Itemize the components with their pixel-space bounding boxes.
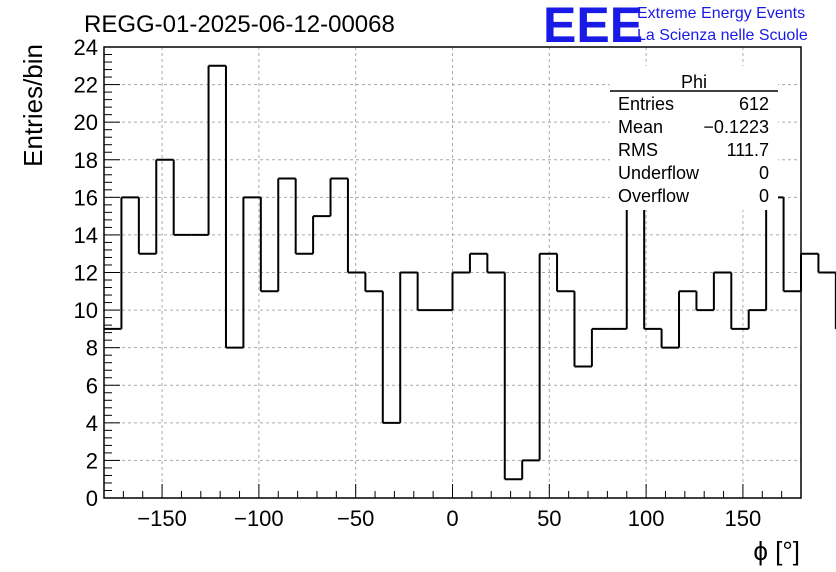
y-tick-label: 24 (74, 35, 98, 60)
y-tick-label: 8 (86, 336, 98, 361)
stats-box: Phi Entries 612 Mean −0.1223 RMS 111.7 Underfl… (610, 66, 778, 210)
stats-label: Mean (618, 117, 663, 137)
stats-value: 612 (739, 94, 769, 114)
y-tick-label: 14 (74, 223, 98, 248)
eee-logo: EEE (543, 0, 643, 53)
stats-box-background (610, 66, 778, 210)
stats-label: Entries (618, 94, 674, 114)
y-tick-label: 12 (74, 261, 98, 286)
x-tick-label: −150 (137, 506, 187, 531)
chart-title: REGG-01-2025-06-12-00068 (84, 11, 395, 38)
stats-value: 0 (759, 163, 769, 183)
y-axis-label: Entries/bin (18, 44, 48, 167)
y-tick-label: 4 (86, 411, 98, 436)
x-tick-label: 0 (446, 506, 458, 531)
brand-line-1: Extreme Energy Events (637, 5, 805, 22)
axes (103, 46, 802, 499)
stats-title: Phi (681, 72, 707, 92)
y-tick-label: 10 (74, 298, 98, 323)
brand-line-2: La Scienza nelle Scuole (637, 27, 808, 44)
y-tick-label: 16 (74, 185, 98, 210)
stats-label: RMS (618, 140, 658, 160)
y-tick-label: 0 (86, 486, 98, 511)
x-tick-label: −50 (337, 506, 374, 531)
y-tick-label: 20 (74, 110, 98, 135)
x-tick-label: 100 (628, 506, 665, 531)
stats-value: 0 (759, 186, 769, 206)
y-tick-label: 18 (74, 148, 98, 173)
stats-label: Overflow (618, 186, 690, 206)
stats-label: Underflow (618, 163, 700, 183)
x-tick-label: 150 (725, 506, 762, 531)
y-tick-label: 6 (86, 373, 98, 398)
stats-value: 111.7 (727, 140, 769, 160)
stats-value: −0.1223 (703, 117, 769, 137)
x-tick-label: −100 (234, 506, 284, 531)
x-tick-label: 50 (537, 506, 561, 531)
y-tick-label: 22 (74, 73, 98, 98)
histogram-bins (104, 64, 836, 481)
y-tick-label: 2 (86, 448, 98, 473)
x-tick-labels: −150 −100 −50 0 50 100 150 (137, 506, 761, 531)
x-axis-label: ϕ [°] (753, 536, 800, 566)
